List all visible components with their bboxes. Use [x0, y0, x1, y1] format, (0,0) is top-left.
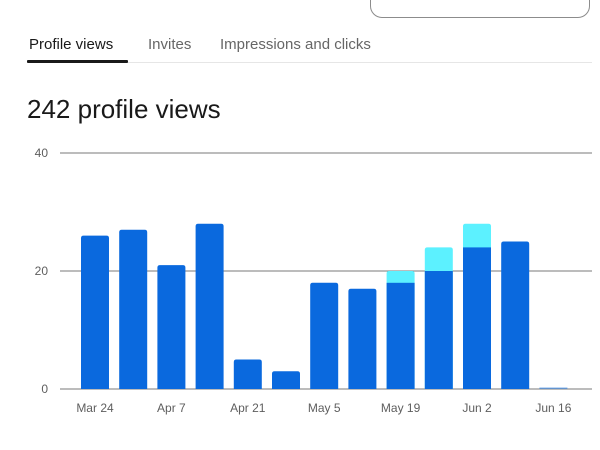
bar-group[interactable]: [195, 223, 224, 389]
chart-x-ticks: Mar 24 Apr 7 Apr 21 May 5 May 19 Jun 2 Jun 16: [76, 401, 571, 415]
profile-views-total: 242 profile views: [27, 94, 221, 124]
profile-views-chart: 0 20 40 Mar 24 Apr 7 Apr 21 May 5 May 19 Jun 2 J…: [35, 146, 592, 415]
bar-segment-primary: [157, 265, 186, 389]
tab-profile-views-label: Profile views: [29, 36, 114, 53]
bar-segment-primary: [81, 235, 109, 389]
bar-group[interactable]: [272, 371, 300, 389]
bar-segment-primary: [348, 288, 377, 389]
tab-invites[interactable]: Invites: [148, 36, 191, 54]
bar-group[interactable]: [386, 271, 415, 389]
bar-group[interactable]: [348, 288, 377, 389]
tab-invites-label: Invites: [148, 36, 192, 53]
x-tick-label: Apr 7: [157, 401, 186, 415]
bar-group[interactable]: [463, 223, 491, 389]
x-tick-label: Jun 16: [535, 401, 571, 415]
x-tick-label: May 5: [308, 401, 341, 415]
bar-segment-primary: [424, 271, 453, 389]
tab-impressions-and-clicks[interactable]: Impressions and clicks: [220, 36, 371, 54]
analytics-tabs: Profile views Invites Impressions and cl…: [27, 30, 592, 63]
x-tick-label: Mar 24: [76, 401, 114, 415]
tab-profile-views[interactable]: Profile views: [29, 36, 113, 54]
bar-segment-primary: [233, 359, 262, 389]
active-tab-indicator: [27, 60, 128, 63]
bar-segment-primary: [463, 247, 491, 389]
bar-group[interactable]: [119, 229, 148, 389]
bar-segment-primary: [310, 282, 339, 389]
y-tick-label: 20: [35, 264, 49, 278]
bar-segment-primary: [195, 223, 224, 389]
bar-group[interactable]: [501, 241, 530, 390]
top-dropdown-field[interactable]: [370, 0, 590, 18]
chart-y-ticks: 0 20 40: [35, 146, 49, 396]
x-tick-label: May 19: [381, 401, 421, 415]
bar-segment-primary: [272, 371, 300, 389]
bar-group[interactable]: [81, 235, 109, 389]
x-tick-label: Jun 2: [462, 401, 492, 415]
bar-segment-primary: [119, 229, 148, 389]
bar-group[interactable]: [310, 282, 339, 389]
bar-segment-primary: [501, 241, 530, 389]
bar-group[interactable]: [424, 247, 453, 389]
bar-segment-primary: [386, 282, 415, 389]
bar-group[interactable]: [539, 387, 568, 390]
x-tick-label: Apr 21: [230, 401, 266, 415]
chart-bars: [81, 223, 568, 390]
y-tick-label: 0: [41, 382, 48, 396]
tab-impressions-label: Impressions and clicks: [220, 36, 371, 53]
bar-group[interactable]: [233, 359, 262, 390]
bar-empty: [539, 387, 568, 389]
bar-group[interactable]: [157, 265, 186, 389]
y-tick-label: 40: [35, 146, 49, 160]
